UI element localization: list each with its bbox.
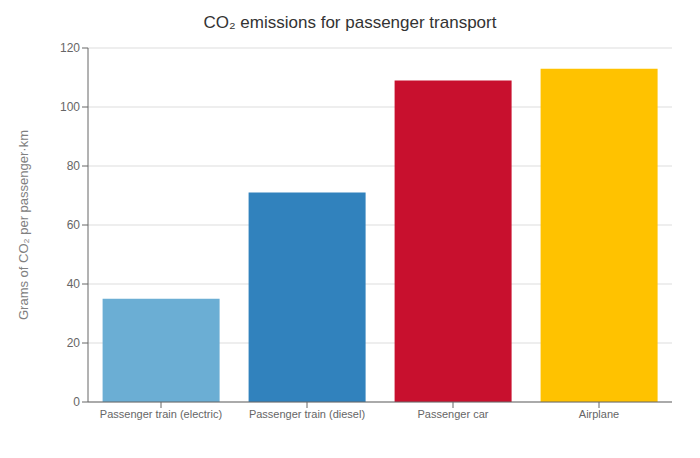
svg-text:Passenger train (electric): Passenger train (electric) <box>100 408 222 420</box>
svg-text:40: 40 <box>67 277 81 291</box>
svg-text:20: 20 <box>67 336 81 350</box>
svg-text:Airplane: Airplane <box>579 408 619 420</box>
svg-text:120: 120 <box>60 41 80 55</box>
svg-text:80: 80 <box>67 159 81 173</box>
svg-text:60: 60 <box>67 218 81 232</box>
svg-text:Grams of CO₂ per passenger·km: Grams of CO₂ per passenger·km <box>16 130 31 320</box>
svg-text:100: 100 <box>60 100 80 114</box>
svg-text:Passenger car: Passenger car <box>418 408 489 420</box>
svg-text:Passenger train (diesel): Passenger train (diesel) <box>249 408 365 420</box>
html-text:CO₂ emissions for passenger tr: CO₂ emissions for passenger transport <box>203 13 497 32</box>
svg-text:0: 0 <box>73 395 80 409</box>
